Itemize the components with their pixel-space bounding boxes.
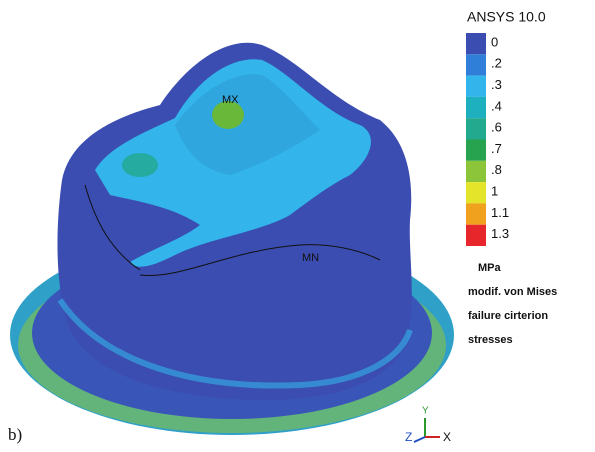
legend-unit: MPa [478,262,502,274]
legend-label: .3 [491,77,502,92]
axis-y-label: Y [422,406,429,417]
legend-label: 0 [491,34,498,49]
legend-swatch [466,182,486,203]
legend-swatch [466,33,486,54]
legend-title: ANSYS 10.0 [467,9,546,25]
legend-swatch [466,203,486,224]
legend-caption: failure cirterion [468,310,548,322]
min-label: MN [302,252,319,264]
axis-x-label: X [443,430,451,444]
legend-label: .4 [491,98,502,113]
legend-swatch [466,76,486,97]
legend-swatch [466,97,486,118]
legend-swatch [466,161,486,182]
legend-label: 1 [491,184,498,199]
legend-swatch [466,140,486,161]
legend-caption: stresses [468,334,513,346]
contour-plot: MX MN Y X Z b) ANSYS 10.0 MPa 0 .2 .3 .4 .6.… [0,0,595,452]
legend-label: .2 [491,56,502,71]
axis-z-label: Z [405,430,412,444]
legend-swatch [466,225,486,246]
max-label: MX [222,94,239,106]
legend-swatch [466,118,486,139]
legend-swatch [466,54,486,75]
triad-z [414,437,425,442]
legend-caption: modif. von Mises [468,286,557,298]
figure: MX MN Y X Z b) ANSYS 10.0 MPa 0 .2 .3 .4 .6.… [0,0,595,452]
legend-label: 1.3 [491,226,509,241]
legend-label: .6 [491,120,502,135]
legend-label: .7 [491,141,502,156]
legend-label: 1.1 [491,205,509,220]
legend-label: .8 [491,162,502,177]
hot-spot [122,153,158,177]
panel-label: b) [8,425,22,444]
